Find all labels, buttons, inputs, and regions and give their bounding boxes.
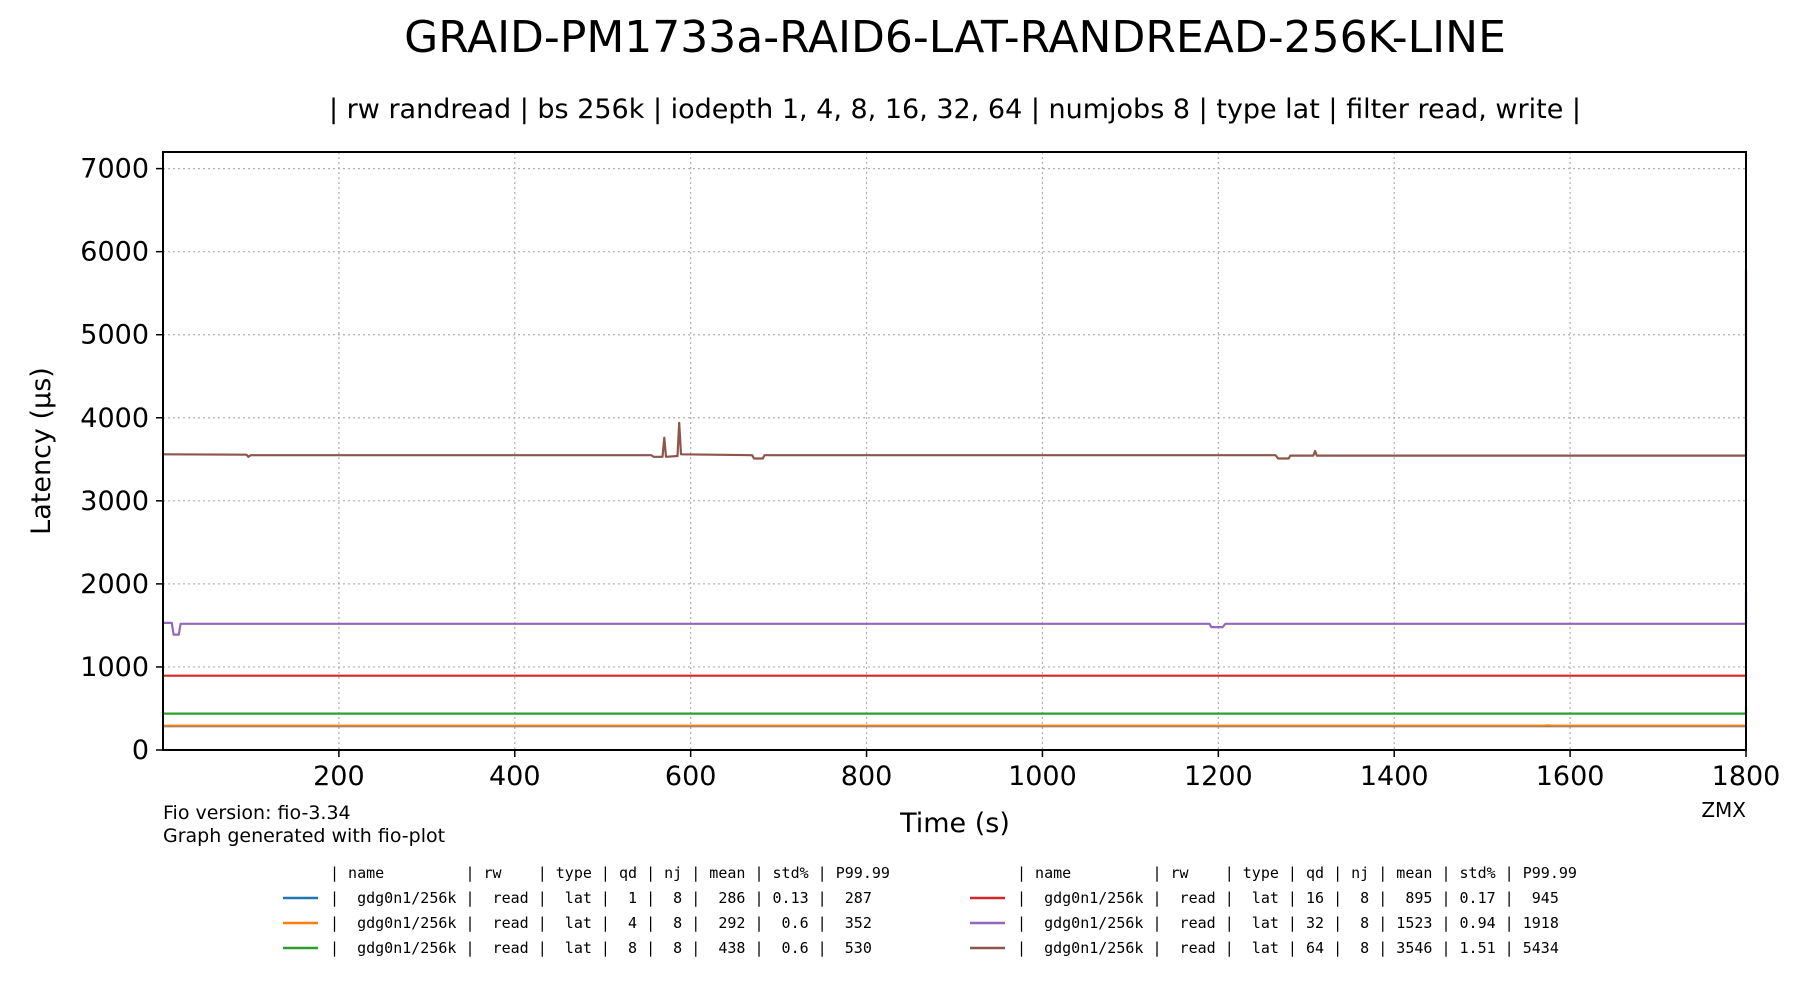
series-lines <box>162 269 1748 728</box>
x-tick-label: 1400 <box>1360 761 1429 792</box>
series-line-6 <box>162 269 1748 460</box>
legend-row: | gdg0n1/256k | read | lat | 8 | 8 | 438… <box>330 939 872 957</box>
x-tick-label: 1600 <box>1536 761 1605 792</box>
x-tick-label: 200 <box>313 761 365 792</box>
legend: | name | rw | type | qd | nj | mean | st… <box>283 864 1577 957</box>
x-tick-label: 1800 <box>1712 761 1781 792</box>
x-tick-label: 600 <box>665 761 717 792</box>
y-tick-label: 1000 <box>80 652 149 683</box>
series-line-3 <box>163 706 1748 715</box>
y-axis-label: Latency (µs) <box>26 367 57 535</box>
axis-ticks: 200 400 600 800 1000 1200 1400 1600 1800 0 1000 200… <box>80 154 1780 792</box>
y-tick-label: 3000 <box>80 486 149 517</box>
y-tick-label: 0 <box>132 735 149 766</box>
legend-row: | gdg0n1/256k | read | lat | 1 | 8 | 286… <box>330 889 872 907</box>
y-tick-label: 4000 <box>80 403 149 434</box>
y-tick-label: 7000 <box>80 154 149 185</box>
legend-row: | gdg0n1/256k | read | lat | 32 | 8 | 15… <box>1017 914 1559 932</box>
x-tick-label: 1200 <box>1184 761 1253 792</box>
y-tick-label: 5000 <box>80 320 149 351</box>
x-tick-label: 1000 <box>1008 761 1077 792</box>
x-axis-label: Time (s) <box>899 808 1010 839</box>
legend-row: | gdg0n1/256k | read | lat | 4 | 8 | 292… <box>330 914 872 932</box>
legend-row: | gdg0n1/256k | read | lat | 16 | 8 | 89… <box>1017 889 1559 907</box>
footer-fio-version: Fio version: fio-3.34 <box>163 802 351 824</box>
corner-label: ZMX <box>1701 798 1746 822</box>
y-tick-label: 6000 <box>80 237 149 268</box>
chart-subtitle: | rw randread | bs 256k | iodepth 1, 4, … <box>329 94 1581 125</box>
x-tick-label: 800 <box>841 761 893 792</box>
chart-title: GRAID-PM1733a-RAID6-LAT-RANDREAD-256K-LI… <box>404 12 1506 63</box>
legend-header: | name | rw | type | qd | nj | mean | st… <box>1017 864 1577 882</box>
grid <box>163 152 1746 750</box>
y-tick-label: 2000 <box>80 569 149 600</box>
plot-frame <box>162 151 1747 751</box>
legend-header: | name | rw | type | qd | nj | mean | st… <box>330 864 890 882</box>
x-tick-label: 400 <box>489 761 541 792</box>
series-line-5 <box>163 592 1748 636</box>
legend-row: | gdg0n1/256k | read | lat | 64 | 8 | 35… <box>1017 939 1559 957</box>
footer-generated-with: Graph generated with fio-plot <box>163 825 445 847</box>
